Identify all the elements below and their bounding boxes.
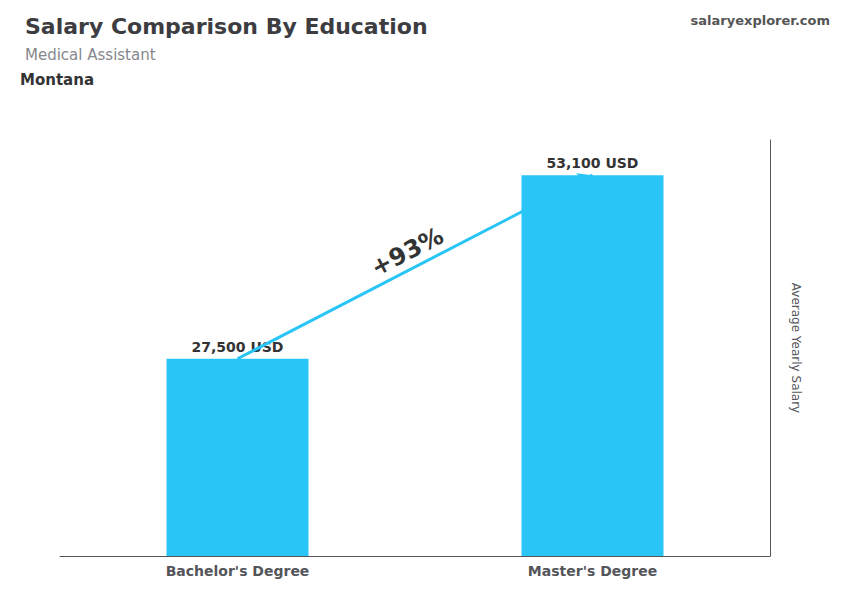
svg-text:Montana: Montana [20,71,94,89]
svg-text:Bachelor's Degree: Bachelor's Degree [166,563,310,579]
svg-text:Medical Assistant: Medical Assistant [25,46,156,64]
svg-text:Master's Degree: Master's Degree [528,563,657,579]
svg-text:53,100 USD: 53,100 USD [547,155,639,171]
svg-text:+93%: +93% [366,222,448,282]
svg-text:27,500 USD: 27,500 USD [191,338,284,355]
svg-text:Average Yearly Salary: Average Yearly Salary [789,283,803,413]
svg-text:salaryexplorer.com: salaryexplorer.com [691,13,830,28]
svg-text:Salary Comparison By Education: Salary Comparison By Education [25,14,428,39]
